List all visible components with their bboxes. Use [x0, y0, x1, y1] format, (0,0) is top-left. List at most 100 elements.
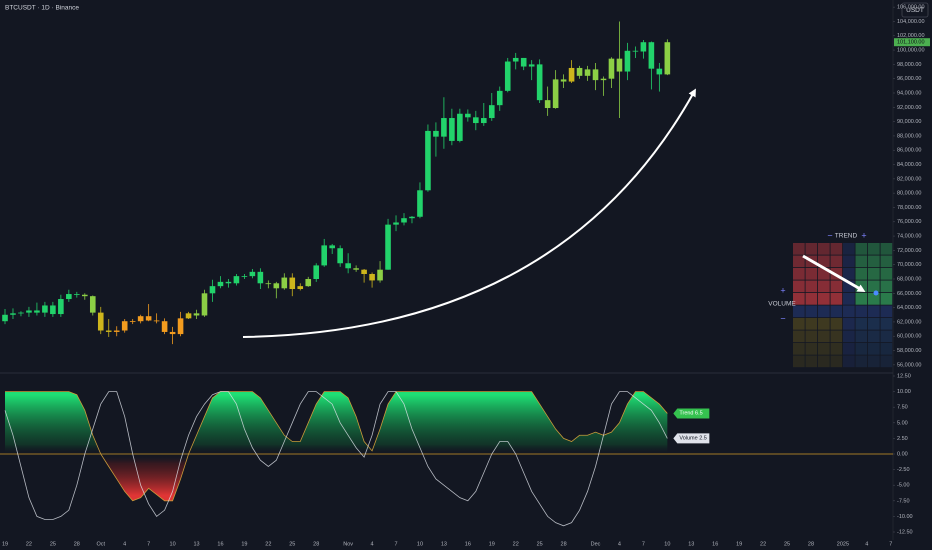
candle-body	[393, 222, 399, 225]
symbol-title: BTCUSDT · 1D · Binance	[5, 5, 79, 12]
widget-cell	[868, 318, 880, 330]
widget-cell	[843, 318, 855, 330]
widget-cell	[855, 355, 868, 368]
candle-body	[616, 58, 623, 72]
x-tick-label: 22	[265, 541, 271, 547]
widget-cell	[818, 243, 830, 255]
candle-body	[568, 67, 575, 82]
x-tick-label: 25	[537, 541, 543, 547]
series-name: Trend	[679, 411, 693, 417]
candle-body	[265, 283, 272, 285]
widget-arrow	[802, 254, 866, 292]
x-tick-label: 13	[688, 541, 694, 547]
x-tick-label: 10	[417, 541, 423, 547]
x-tick-label: 16	[712, 541, 718, 547]
widget-cell	[818, 318, 830, 330]
trend-arrow	[242, 88, 696, 338]
widget-cell	[793, 293, 805, 305]
candle-body	[121, 321, 128, 331]
series-value: 6.5	[695, 411, 703, 417]
widget-cell	[843, 355, 855, 368]
candle-body	[66, 294, 72, 300]
candle-body	[496, 90, 503, 106]
candle-body	[488, 105, 495, 119]
widget-cell	[818, 343, 830, 355]
x-tick-label: 25	[289, 541, 295, 547]
x-tick-label: 13	[441, 541, 447, 547]
candle-body	[58, 299, 64, 315]
widget-cell	[793, 243, 805, 255]
currency-button[interactable]	[901, 2, 929, 18]
candle-body	[369, 273, 375, 281]
x-tick-label: 25	[50, 541, 56, 547]
y-tick-label: 84,000.00	[897, 162, 921, 168]
widget-cell	[868, 343, 880, 355]
widget-cell	[805, 243, 818, 255]
x-tick-label: 4	[123, 541, 126, 547]
y-tick-label: 96,000.00	[897, 76, 921, 82]
candle-body	[137, 316, 144, 322]
widget-cell	[880, 355, 893, 368]
candle-body	[449, 118, 455, 141]
candle-body	[425, 130, 431, 191]
x-tick-label: 7	[889, 541, 892, 547]
widget-cell	[868, 293, 880, 305]
candle-body	[241, 276, 248, 277]
widget-cell	[793, 280, 805, 293]
widget-cell	[793, 343, 805, 355]
candle-body	[664, 42, 671, 75]
candle-body	[353, 268, 359, 270]
candle-body	[648, 42, 655, 69]
candle-body	[361, 269, 367, 274]
widget-cell	[855, 255, 868, 268]
series-tag-label: Trend 6.5	[679, 411, 702, 417]
widget-cell	[868, 330, 880, 343]
x-tick-label: 10	[170, 541, 176, 547]
candle-body	[576, 67, 583, 76]
series-tag: Volume 2.5	[673, 433, 710, 444]
currency-label: USDT	[906, 7, 924, 14]
volume-line	[4, 391, 668, 527]
candle-body	[457, 113, 463, 141]
widget-cell	[868, 268, 880, 280]
candle-body	[600, 78, 607, 81]
widget-cell	[855, 343, 868, 355]
candle-body	[105, 330, 112, 332]
x-tick-label: 2025	[837, 541, 849, 547]
widget-y-label: VOLUME	[768, 301, 796, 308]
y-tick-label: 68,000.00	[897, 276, 921, 282]
widget-cell	[793, 305, 805, 318]
candle-body	[217, 281, 224, 287]
widget-cell	[843, 330, 855, 343]
widget-cell	[818, 268, 830, 280]
widget-cell	[843, 268, 855, 280]
widget-cell	[880, 268, 893, 280]
y-tick-label: 104,000.00	[897, 19, 925, 25]
widget-y-minus: −	[780, 313, 785, 323]
candle-body	[297, 286, 304, 290]
candle-body	[608, 58, 615, 79]
widget-dot	[873, 290, 879, 296]
candle-body	[520, 57, 527, 67]
candle-body	[592, 69, 599, 81]
x-tick-label: 13	[193, 541, 199, 547]
widget-cell	[868, 355, 880, 368]
widget-x-plus: +	[861, 230, 866, 240]
candle-body	[281, 277, 288, 289]
y-tick-label: 82,000.00	[897, 176, 921, 182]
y-tick-label: 102,000.00	[897, 33, 925, 39]
widget-y-plus: +	[780, 285, 785, 295]
widget-x-minus: −	[827, 230, 832, 240]
widget-cell	[793, 318, 805, 330]
candle-body	[113, 330, 120, 332]
x-tick-label: 16	[217, 541, 223, 547]
widget-cell	[880, 318, 893, 330]
x-tick-label: 22	[513, 541, 519, 547]
widget-cell	[855, 293, 868, 305]
widget-cell	[830, 305, 843, 318]
series-name: Volume	[679, 436, 697, 442]
candle-body	[26, 310, 32, 313]
candle-body	[504, 61, 511, 91]
last-price-label: 101,100.00	[897, 40, 925, 46]
widget-cell	[868, 243, 880, 255]
